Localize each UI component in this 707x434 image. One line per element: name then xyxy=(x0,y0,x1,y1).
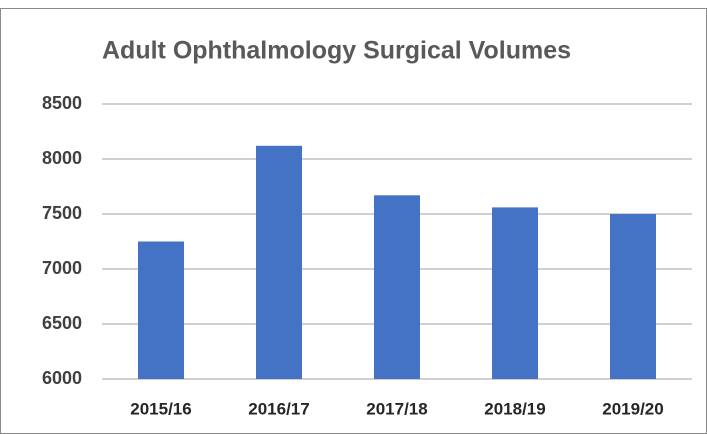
x-tick-label: 2016/17 xyxy=(248,399,309,418)
x-tick-label: 2015/16 xyxy=(130,399,191,418)
y-tick-label: 8500 xyxy=(42,93,82,113)
x-tick-label: 2017/18 xyxy=(366,399,427,418)
y-tick-label: 8000 xyxy=(42,148,82,168)
y-tick-label: 6500 xyxy=(42,313,82,333)
bar xyxy=(256,145,302,379)
bar xyxy=(374,195,420,379)
chart-title: Adult Ophthalmology Surgical Volumes xyxy=(102,37,571,65)
x-tick-label: 2018/19 xyxy=(484,399,545,418)
bar xyxy=(610,214,656,379)
chart-frame xyxy=(0,8,707,434)
bar xyxy=(492,207,538,379)
y-tick-label: 7000 xyxy=(42,258,82,278)
y-tick-label: 6000 xyxy=(42,368,82,388)
x-tick-label: 2019/20 xyxy=(602,399,663,418)
bar xyxy=(138,241,184,379)
y-tick-label: 7500 xyxy=(42,203,82,223)
